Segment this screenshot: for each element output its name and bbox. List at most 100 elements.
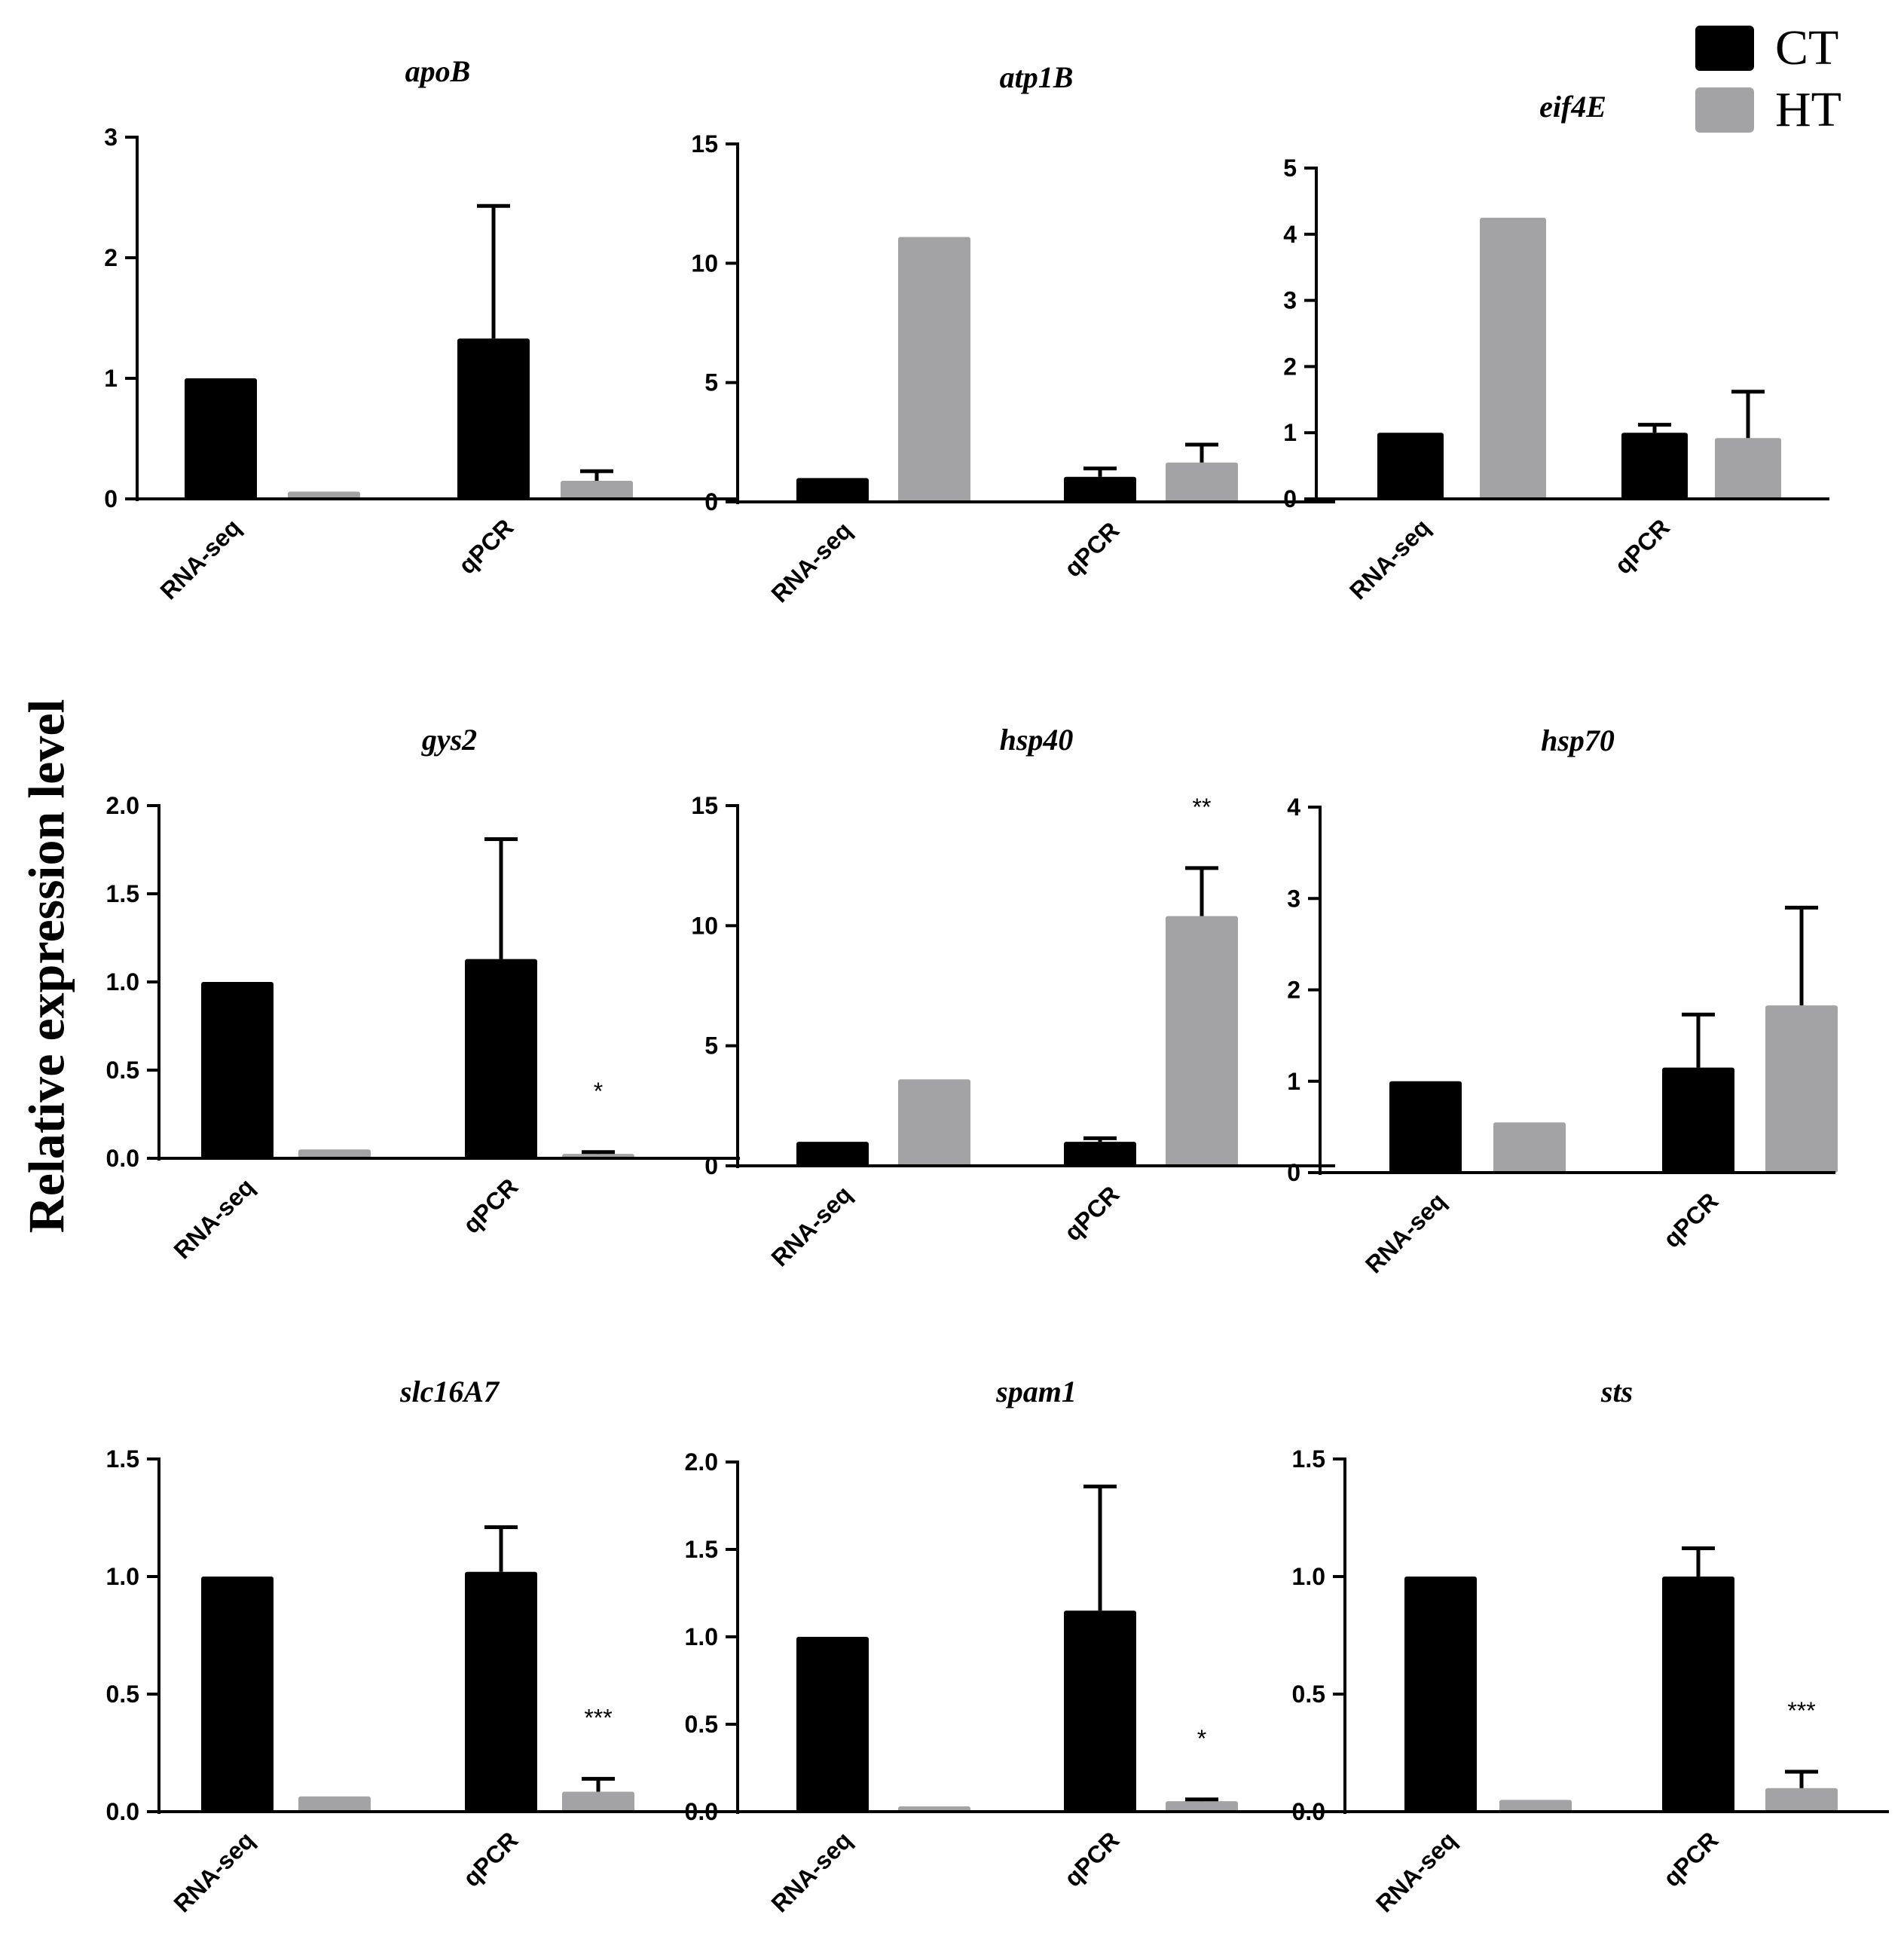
hsp70-y-tick-label: 2 xyxy=(1287,977,1300,1004)
atp1b-title: atp1B xyxy=(1000,60,1074,94)
legend-swatch-ht xyxy=(1695,87,1754,133)
spam1-y-tick-label: 2.0 xyxy=(685,1448,718,1476)
hsp40-y-tick-label: 15 xyxy=(691,792,718,819)
slc16a7-title: slc16A7 xyxy=(399,1375,500,1408)
slc16a7-x-tick-label-rna-seq: RNA-seq xyxy=(168,1826,259,1917)
atp1b-x-tick-label-rna-seq: RNA-seq xyxy=(766,516,857,607)
gys2-title: gys2 xyxy=(421,723,477,757)
hsp40-bar-ct-qpcr xyxy=(1064,1142,1136,1166)
hsp70-y-tick-label: 4 xyxy=(1287,794,1300,821)
hsp70-y-tick-label: 3 xyxy=(1287,885,1300,912)
gys2-bar-ct-qpcr xyxy=(465,959,537,1158)
hsp40-y-tick-label: 5 xyxy=(704,1032,718,1060)
apob-bar-ct-rna-seq xyxy=(185,378,257,499)
hsp70-x-tick-label-qpcr: qPCR xyxy=(1658,1187,1723,1252)
sts-bar-ht-rna-seq xyxy=(1499,1800,1572,1812)
spam1-y-tick-label: 1.0 xyxy=(685,1623,718,1650)
slc16a7-significance-qpcr: *** xyxy=(584,1704,612,1731)
gys2-x-tick-label-rna-seq: RNA-seq xyxy=(168,1173,259,1264)
spam1-x-tick-label-rna-seq: RNA-seq xyxy=(766,1826,857,1917)
sts-x-tick-label-qpcr: qPCR xyxy=(1658,1826,1723,1892)
sts-y-tick-label: 0.5 xyxy=(1292,1681,1325,1708)
hsp70-y-tick-label: 0 xyxy=(1287,1159,1300,1186)
atp1b-bar-ct-rna-seq xyxy=(796,478,869,502)
eif4e-y-tick-label: 3 xyxy=(1283,287,1297,314)
sts-y-tick-label: 1.0 xyxy=(1292,1563,1325,1590)
hsp40-bar-ht-rna-seq xyxy=(898,1079,970,1166)
sts-bar-ht-qpcr xyxy=(1765,1788,1838,1812)
atp1b-bar-ht-rna-seq xyxy=(898,237,970,502)
sts-significance-qpcr: *** xyxy=(1787,1697,1815,1724)
eif4e-bar-ct-rna-seq xyxy=(1377,433,1444,499)
legend-swatch-ct xyxy=(1695,26,1754,71)
eif4e-y-tick-label: 0 xyxy=(1283,485,1297,512)
apob-y-tick-label: 3 xyxy=(104,124,118,151)
atp1b-x-tick-label-qpcr: qPCR xyxy=(1059,516,1124,582)
atp1b-y-tick-label: 5 xyxy=(704,369,718,396)
slc16a7-x-tick-label-qpcr: qPCR xyxy=(457,1826,523,1892)
apob-x-tick-label-qpcr: qPCR xyxy=(453,513,518,579)
slc16a7-y-tick-label: 1.5 xyxy=(106,1445,139,1473)
gys2-significance-qpcr: * xyxy=(594,1078,603,1105)
gys2-y-tick-label: 1.0 xyxy=(106,968,139,996)
eif4e-x-tick-label-rna-seq: RNA-seq xyxy=(1344,513,1435,604)
hsp70-x-tick-label-rna-seq: RNA-seq xyxy=(1360,1187,1451,1278)
apob-bar-ht-qpcr xyxy=(561,481,633,499)
apob-title: apoB xyxy=(405,54,471,88)
slc16a7-bar-ct-qpcr xyxy=(465,1571,537,1812)
spam1-x-tick-label-qpcr: qPCR xyxy=(1059,1826,1124,1892)
eif4e-bar-ht-qpcr xyxy=(1715,438,1781,499)
sts-title: sts xyxy=(1600,1375,1633,1408)
hsp40-x-tick-label-qpcr: qPCR xyxy=(1059,1180,1124,1246)
apob-bar-ct-qpcr xyxy=(457,338,530,499)
atp1b-y-tick-label: 0 xyxy=(704,488,718,515)
apob-y-tick-label: 1 xyxy=(104,365,118,392)
hsp70-bar-ht-qpcr xyxy=(1765,1005,1838,1173)
atp1b-y-tick-label: 10 xyxy=(691,249,718,277)
gys2-bar-ht-rna-seq xyxy=(298,1149,371,1158)
apob-y-tick-label: 2 xyxy=(104,244,118,271)
slc16a7-bar-ct-rna-seq xyxy=(201,1577,274,1812)
slc16a7-y-tick-label: 0.0 xyxy=(106,1798,139,1825)
hsp40-y-tick-label: 0 xyxy=(704,1152,718,1179)
slc16a7-bar-ht-rna-seq xyxy=(298,1796,371,1812)
eif4e-x-tick-label-qpcr: qPCR xyxy=(1609,513,1675,579)
eif4e-y-tick-label: 1 xyxy=(1283,419,1297,446)
hsp40-y-tick-label: 10 xyxy=(691,912,718,939)
hsp70-bar-ct-qpcr xyxy=(1662,1067,1734,1173)
spam1-significance-qpcr: * xyxy=(1197,1725,1206,1752)
hsp40-x-tick-label-rna-seq: RNA-seq xyxy=(766,1180,857,1271)
apob-bar-ht-rna-seq xyxy=(288,491,360,499)
hsp70-bar-ct-rna-seq xyxy=(1389,1081,1462,1173)
legend-label-ht: HT xyxy=(1775,82,1841,137)
hsp40-bar-ht-qpcr xyxy=(1166,916,1238,1166)
spam1-title: spam1 xyxy=(995,1375,1077,1408)
gys2-y-tick-label: 1.5 xyxy=(106,880,139,907)
eif4e-title: eif4E xyxy=(1539,90,1606,124)
eif4e-y-tick-label: 2 xyxy=(1283,353,1297,380)
hsp40-bar-ct-rna-seq xyxy=(796,1142,869,1166)
spam1-bar-ct-rna-seq xyxy=(796,1637,869,1812)
sts-bar-ct-rna-seq xyxy=(1404,1577,1477,1812)
hsp40-significance-qpcr: ** xyxy=(1193,794,1212,821)
hsp70-title: hsp70 xyxy=(1541,723,1615,757)
sts-x-tick-label-rna-seq: RNA-seq xyxy=(1371,1826,1462,1917)
eif4e-y-tick-label: 4 xyxy=(1283,221,1297,248)
gys2-x-tick-label-qpcr: qPCR xyxy=(457,1173,523,1238)
slc16a7-bar-ht-qpcr xyxy=(562,1791,634,1812)
hsp70-y-tick-label: 1 xyxy=(1287,1068,1300,1095)
gys2-y-tick-label: 0.0 xyxy=(106,1145,139,1172)
gys2-y-tick-label: 2.0 xyxy=(106,792,139,819)
spam1-bar-ht-qpcr xyxy=(1166,1801,1238,1812)
apob-x-tick-label-rna-seq: RNA-seq xyxy=(154,513,246,604)
eif4e-bar-ht-rna-seq xyxy=(1480,217,1546,499)
hsp70-bar-ht-rna-seq xyxy=(1493,1122,1566,1173)
gys2-bar-ct-rna-seq xyxy=(201,982,274,1158)
spam1-bar-ct-qpcr xyxy=(1064,1610,1136,1812)
slc16a7-y-tick-label: 0.5 xyxy=(106,1681,139,1708)
spam1-y-tick-label: 1.5 xyxy=(685,1536,718,1563)
sts-bar-ct-qpcr xyxy=(1662,1577,1734,1812)
hsp40-title: hsp40 xyxy=(1000,723,1074,757)
